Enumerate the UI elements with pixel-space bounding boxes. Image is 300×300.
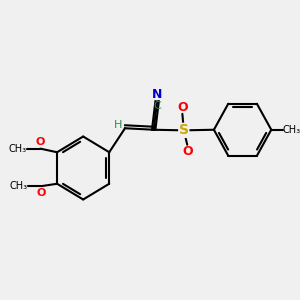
- Text: CH₃: CH₃: [9, 181, 27, 191]
- Text: S: S: [179, 123, 189, 137]
- Text: H: H: [114, 120, 122, 130]
- Text: O: O: [36, 188, 45, 198]
- Text: O: O: [182, 145, 193, 158]
- Text: CH₃: CH₃: [8, 144, 27, 154]
- Text: C: C: [153, 101, 161, 111]
- Text: N: N: [152, 88, 162, 101]
- Text: CH₃: CH₃: [283, 125, 300, 135]
- Text: O: O: [177, 101, 188, 114]
- Text: O: O: [35, 137, 45, 147]
